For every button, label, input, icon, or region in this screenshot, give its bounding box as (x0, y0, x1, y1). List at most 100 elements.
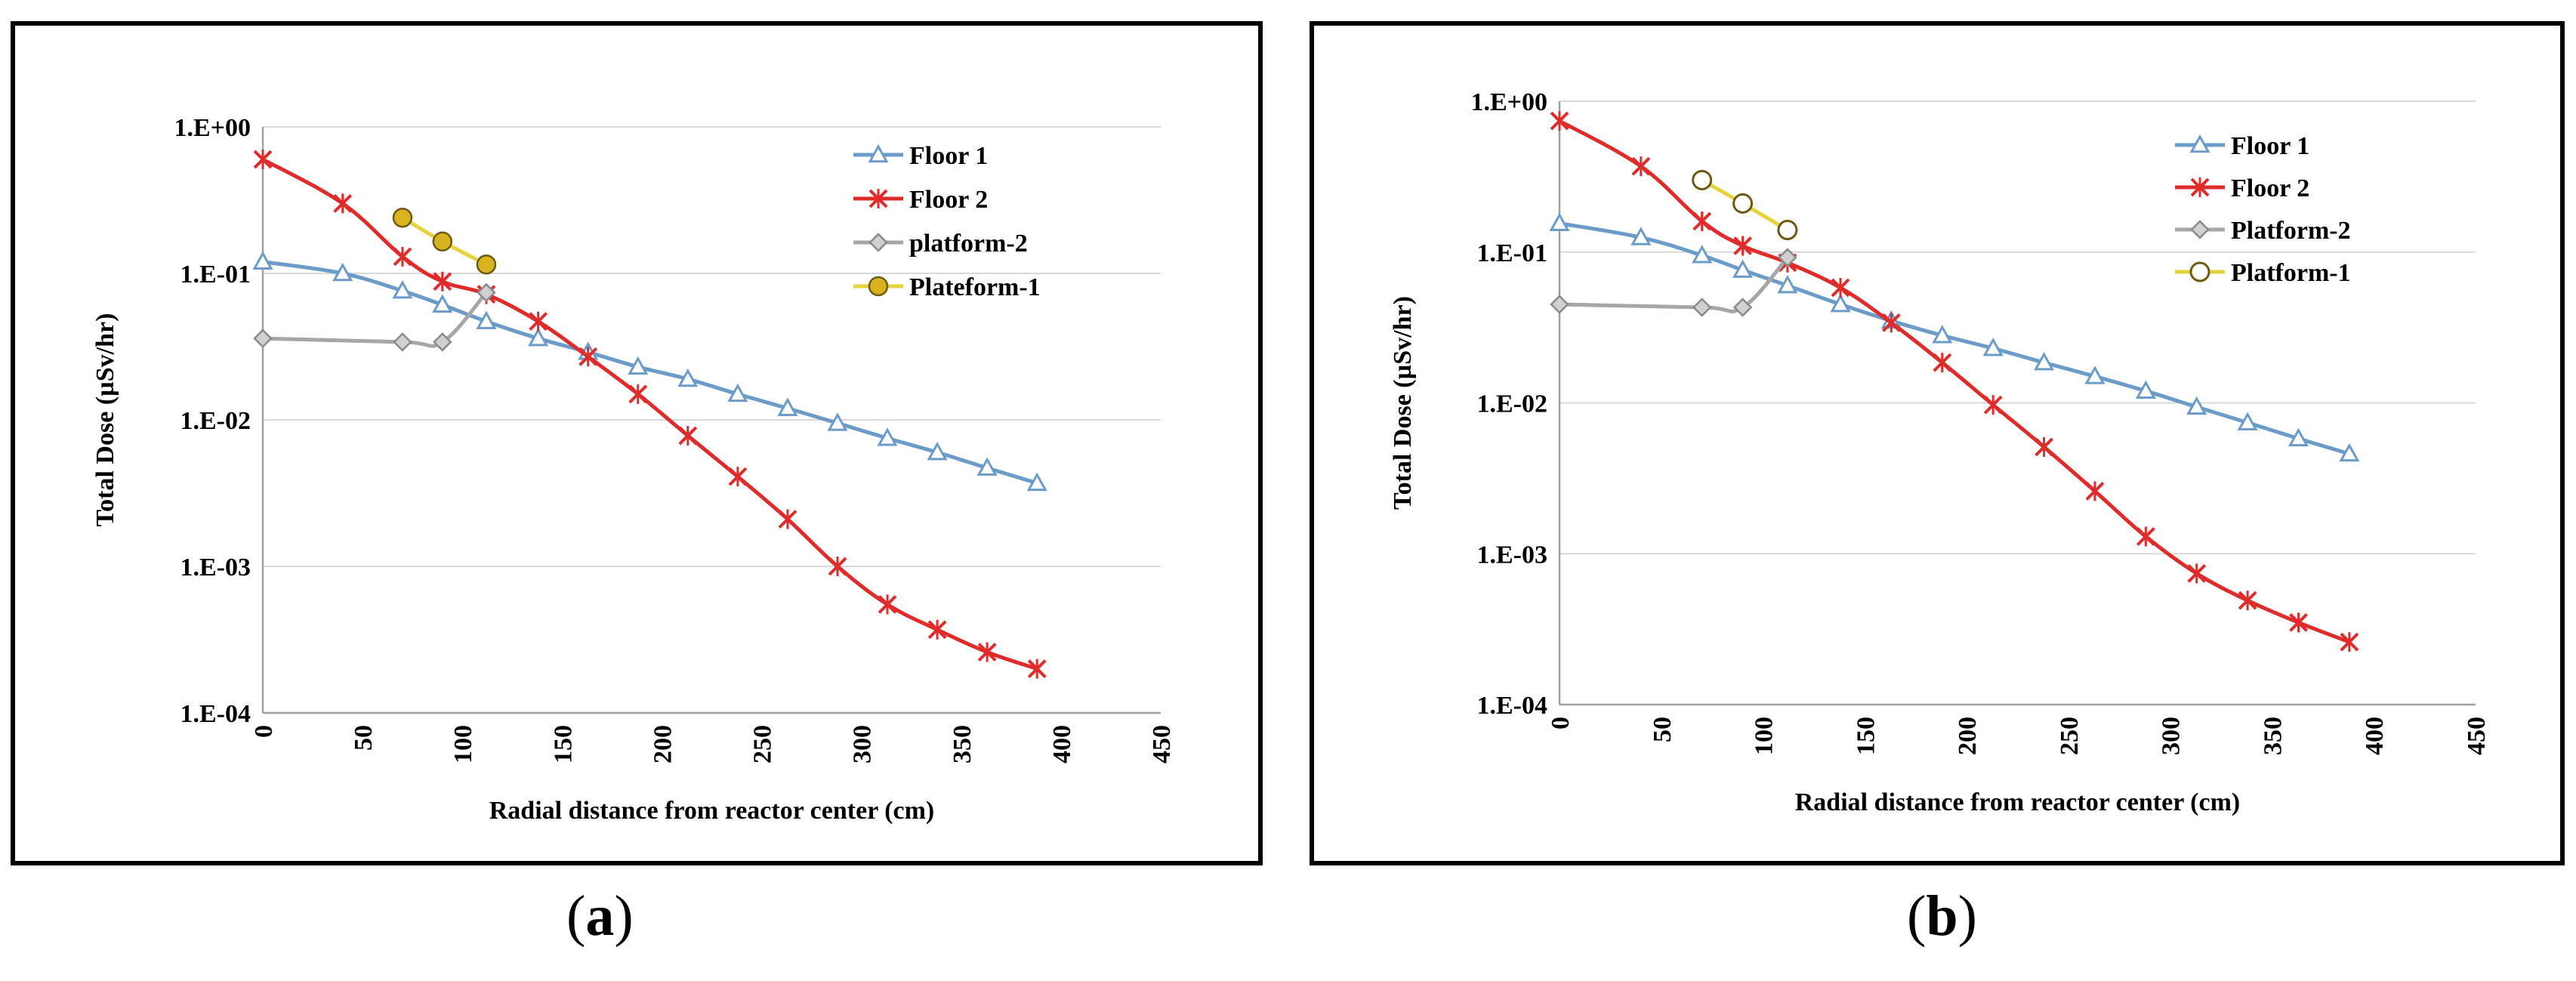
data-point-platform-2 (433, 332, 452, 352)
data-point-floor-2 (1027, 659, 1047, 679)
series-platform-1 (1692, 169, 1798, 241)
data-point-platform-1 (1692, 169, 1713, 190)
data-point-floor-2 (628, 384, 648, 404)
x-tick-label: 100 (449, 725, 477, 764)
data-point-floor-2 (1831, 278, 1850, 298)
x-tick-label: 200 (649, 725, 677, 764)
legend-marker (868, 233, 888, 252)
chart-panel-a: 1.E-04 1.E-03 1.E-02 1.E-01 1.E+00 0 50 100 150 2… (11, 21, 1263, 865)
caption-a: (a) (566, 884, 634, 948)
series-platform-2 (1550, 248, 1797, 317)
legend-label: platform-2 (909, 230, 1028, 258)
data-point-floor-1 (332, 262, 353, 282)
series-floor-2 (253, 150, 1047, 679)
data-point-floor-1 (252, 251, 273, 270)
legend-marker (868, 276, 889, 297)
legend-item-platform-1: Platform-1 (2175, 259, 2351, 287)
x-tick-label: 50 (1649, 717, 1677, 742)
data-point-floor-1 (877, 427, 898, 446)
data-point-floor-2 (393, 246, 412, 267)
x-tick-label: 150 (549, 725, 577, 764)
x-tick-label: 350 (2259, 717, 2287, 755)
x-tick-label: 250 (749, 725, 777, 764)
data-point-floor-1 (2237, 412, 2258, 430)
legend-item-floor-1: Floor 1 (2175, 132, 2309, 160)
x-tick-label: 400 (1048, 725, 1076, 764)
y-tick-label: 1.E-03 (180, 554, 251, 582)
y-tick-label: 1.E-03 (1477, 541, 1548, 569)
data-point-floor-2 (2035, 437, 2053, 457)
y-tick-label: 1.E+00 (174, 114, 251, 142)
data-point-floor-2 (529, 311, 548, 332)
legend: Floor 1 Floor 2 platform-2 Plateform-1 (853, 142, 1041, 301)
data-point-floor-1 (1982, 338, 2004, 356)
legend-item-floor-1: Floor 1 (853, 142, 988, 170)
data-point-platform-2 (1732, 298, 1753, 317)
data-point-floor-2 (1692, 211, 1712, 231)
data-point-platform-2 (393, 332, 412, 352)
data-point-floor-2 (1631, 156, 1651, 177)
data-point-platform-2 (1778, 248, 1797, 267)
data-point-floor-2 (2289, 612, 2308, 633)
series-line-floor-1 (1559, 221, 2350, 456)
x-tick-label: 400 (2361, 717, 2389, 755)
x-tick-label: 0 (1547, 717, 1575, 730)
series-floor-1 (1549, 212, 2360, 462)
legend-item-floor-2: Floor 2 (853, 186, 988, 214)
data-point-floor-2 (878, 594, 897, 615)
data-point-floor-1 (2339, 443, 2360, 462)
legend-marker (2190, 220, 2210, 239)
legend-label: Plateform-1 (909, 273, 1041, 301)
data-point-floor-1 (1732, 259, 1754, 278)
data-point-floor-2 (333, 193, 353, 214)
data-point-floor-1 (628, 356, 649, 375)
data-point-floor-1 (727, 383, 748, 403)
chart-panel-b: 1.E-04 1.E-03 1.E-02 1.E-01 1.E+00 0 50 100 150 2… (1310, 21, 2565, 865)
x-tick-label: 250 (2056, 717, 2084, 755)
x-tick-label: 450 (2463, 717, 2491, 755)
data-point-platform-2 (1550, 295, 1569, 314)
series-plateform-1 (392, 207, 497, 275)
y-tick-label: 1.E-01 (1477, 239, 1548, 267)
data-point-floor-1 (476, 310, 497, 329)
data-point-floor-2 (433, 271, 452, 292)
x-tick-label: 0 (250, 725, 278, 738)
series-line-floor-1 (262, 260, 1038, 486)
data-point-floor-1 (2033, 352, 2055, 371)
x-tick-label: 100 (1751, 717, 1779, 755)
data-point-plateform-1 (476, 254, 497, 275)
data-point-floor-1 (976, 457, 998, 476)
caption-b: (b) (1907, 884, 1977, 948)
data-point-floor-2 (253, 150, 273, 170)
data-point-floor-1 (927, 441, 948, 461)
x-tick-label: 450 (1148, 725, 1176, 764)
legend-item-floor-2: Floor 2 (2175, 174, 2309, 202)
data-point-platform-2 (1692, 298, 1712, 317)
y-tick-label: 1.E-02 (1477, 390, 1548, 418)
data-point-floor-1 (827, 412, 848, 431)
data-point-floor-1 (432, 294, 453, 313)
data-point-floor-2 (2136, 526, 2155, 547)
data-point-platform-1 (1777, 220, 1798, 241)
legend-marker (868, 143, 889, 163)
data-point-floor-2 (2187, 563, 2207, 584)
data-point-floor-1 (1549, 212, 1570, 232)
series-floor-2 (1550, 111, 2359, 652)
x-tick-label: 350 (949, 725, 976, 764)
data-point-floor-2 (1733, 236, 1753, 256)
legend-label: Floor 2 (909, 186, 988, 214)
x-axis-title: Radial distance from reactor center (cm) (489, 797, 934, 825)
data-point-floor-2 (2085, 481, 2105, 501)
data-point-floor-2 (977, 642, 997, 662)
data-point-floor-1 (2084, 366, 2106, 384)
chart-b-svg: 1.E-04 1.E-03 1.E-02 1.E-01 1.E+00 0 50 100 150 2… (1389, 88, 2491, 816)
data-point-floor-1 (677, 368, 699, 387)
y-tick-label: 1.E-02 (180, 407, 251, 435)
data-point-platform-1 (1732, 193, 1754, 214)
data-point-floor-2 (2238, 591, 2257, 611)
data-point-floor-1 (777, 397, 798, 416)
chart-a-svg: 1.E-04 1.E-03 1.E-02 1.E-01 1.E+00 0 50 100 150 2… (91, 114, 1176, 825)
data-point-floor-2 (1983, 395, 2003, 415)
data-point-floor-2 (728, 467, 748, 487)
y-axis-title: Total Dose (µSv/hr) (1389, 296, 1417, 510)
